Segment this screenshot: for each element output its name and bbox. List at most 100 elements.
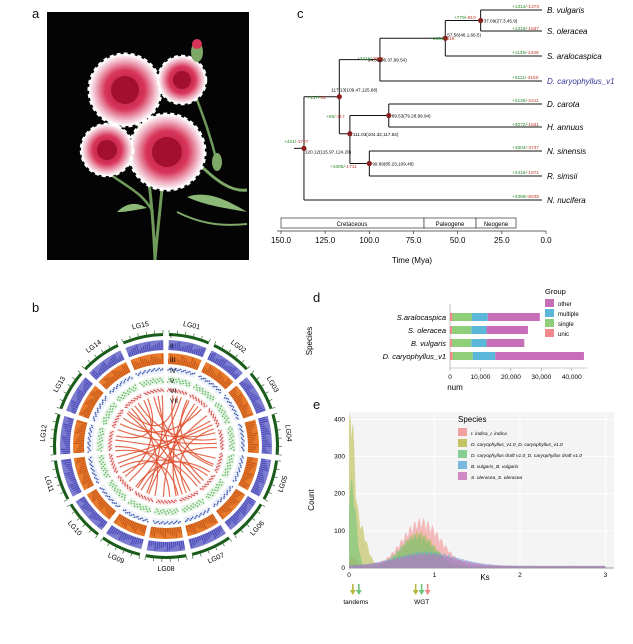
repeat-density-track <box>168 353 202 371</box>
expression-point <box>100 459 103 461</box>
expression-point <box>195 384 198 387</box>
gc-point <box>216 504 218 506</box>
node-age-label: 89.53(79.28,99.94) <box>392 114 431 119</box>
repeat-density-bar <box>190 523 195 533</box>
expression-point <box>108 411 111 413</box>
repeat-density-bar <box>237 404 243 408</box>
gene-density-bar <box>219 359 225 367</box>
gene-density-bar <box>125 534 129 541</box>
gene-density-bar <box>229 517 237 525</box>
gc-point <box>124 378 127 381</box>
expression-point <box>139 382 141 384</box>
repeat-density-bar <box>242 474 251 479</box>
synteny-link <box>162 403 196 497</box>
expression-point <box>221 415 224 418</box>
expression-point <box>212 396 215 399</box>
snp-point <box>156 388 159 391</box>
loss-count: -6635 <box>527 194 540 200</box>
gc-point <box>90 431 93 433</box>
chromosome-tick <box>59 399 63 401</box>
gene-density-bar <box>134 537 138 545</box>
chromosome-label: LG04 <box>283 424 292 442</box>
gene-density-bar <box>172 344 174 351</box>
repeat-density-bar <box>120 370 125 376</box>
branch-gain-loss-label: +3389/-6635 <box>512 194 539 200</box>
gene-density-bar <box>225 520 230 527</box>
gc-point <box>186 519 188 521</box>
expression-point <box>174 511 177 514</box>
expression-point <box>136 503 138 506</box>
gene-density-bar <box>260 460 266 463</box>
repeat-density-bar <box>238 483 246 489</box>
repeat-density-bar <box>245 425 254 429</box>
repeat-density-bar <box>150 526 153 535</box>
expression-point <box>147 381 150 384</box>
gene-density-bar <box>139 349 142 354</box>
gene-density-bar <box>148 540 151 547</box>
repeat-density-bar <box>207 367 213 376</box>
chromosome-tick <box>265 499 269 502</box>
gc-point <box>232 480 235 482</box>
gc-point <box>240 466 242 468</box>
gene-density-bar <box>247 391 252 396</box>
expression-point <box>216 489 219 492</box>
gene-density-bar <box>71 411 76 414</box>
gene-density-bar <box>166 541 169 551</box>
taxon-label: D. carota <box>547 100 580 109</box>
node-age-label: 111.03(104.32,117.54) <box>353 132 399 137</box>
gene-density-bar <box>191 349 194 354</box>
gc-point <box>170 367 173 369</box>
gc-point <box>181 370 183 373</box>
gc-point <box>97 481 100 484</box>
repeat-density-bar <box>244 421 250 424</box>
snp-point <box>108 449 110 452</box>
snp-point <box>213 475 216 477</box>
expression-point <box>202 498 204 501</box>
repeat-density-bar <box>241 411 248 415</box>
expression-point <box>122 397 125 400</box>
snp-point <box>116 472 118 474</box>
era-cretaceous: Cretaceous <box>337 222 368 228</box>
gc-point <box>208 380 211 382</box>
gc-point <box>89 459 92 462</box>
snp-point <box>202 486 204 488</box>
gc-point <box>238 470 241 473</box>
repeat-density-bar <box>208 515 215 524</box>
gc-point <box>112 388 115 391</box>
snp-point <box>164 500 166 502</box>
expression-point <box>173 509 175 512</box>
ks-legend-swatch <box>458 439 467 447</box>
repeat-density-bar <box>245 421 255 426</box>
snp-point <box>201 403 203 405</box>
expression-point <box>112 483 115 486</box>
repeat-density-bar <box>221 378 230 387</box>
repeat-density-bar <box>171 355 174 365</box>
snp-point <box>217 463 219 465</box>
gene-density-bar <box>248 393 254 398</box>
repeat-density-bar <box>74 442 85 445</box>
expression-point <box>141 383 143 386</box>
repeat-density-bar <box>184 359 188 367</box>
gc-point <box>103 491 106 494</box>
chromosome-tick <box>82 524 86 527</box>
expression-point <box>99 456 101 459</box>
snp-point <box>151 391 153 393</box>
gc-point <box>233 412 236 415</box>
gc-point <box>184 369 187 372</box>
expression-point <box>232 435 235 437</box>
gene-density-bar <box>261 445 271 447</box>
ks-legend-label: S. oleracea_S. oleracea <box>471 475 523 481</box>
gene-density-bar <box>244 386 253 393</box>
snp-point <box>114 418 117 421</box>
repeat-density-bar <box>81 423 87 426</box>
chromosome-tick <box>186 557 188 561</box>
gene-density-bar <box>68 482 78 487</box>
repeat-density-bar <box>81 411 91 416</box>
gc-point <box>176 370 179 372</box>
repeat-density-bar <box>230 495 240 503</box>
repeat-density-bar <box>77 437 85 440</box>
repeat-density-bar <box>77 448 85 450</box>
synteny-link <box>128 396 178 427</box>
